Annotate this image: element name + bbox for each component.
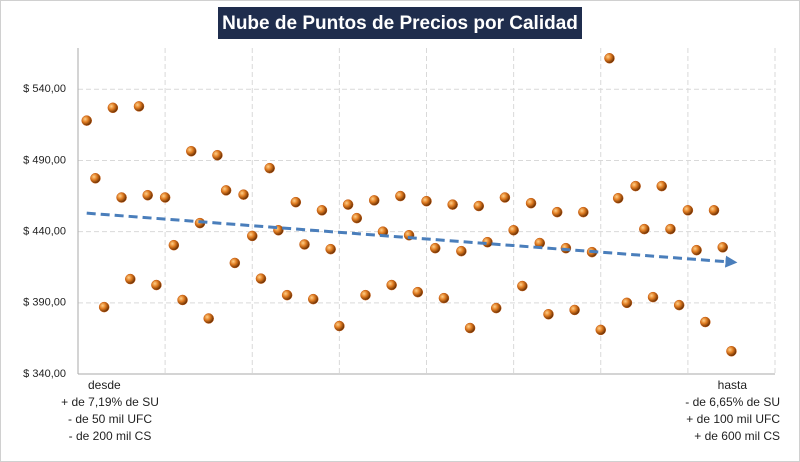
title-box bbox=[218, 7, 582, 39]
point bbox=[290, 196, 302, 208]
point bbox=[726, 345, 737, 357]
point bbox=[612, 192, 624, 204]
point bbox=[578, 206, 589, 218]
point bbox=[682, 205, 694, 216]
point bbox=[595, 324, 606, 336]
trend-line bbox=[86, 211, 738, 268]
y-tick-label: $ 390,00 bbox=[23, 297, 66, 309]
point bbox=[307, 293, 319, 305]
point bbox=[656, 180, 667, 192]
annotation-left: desde bbox=[88, 378, 121, 392]
point bbox=[212, 149, 223, 161]
point bbox=[647, 291, 659, 303]
point bbox=[456, 245, 467, 257]
point bbox=[151, 279, 162, 291]
point bbox=[264, 162, 275, 174]
point bbox=[412, 286, 424, 298]
annotation-left: + de 7,19% de SU bbox=[61, 395, 159, 409]
point bbox=[177, 294, 188, 306]
point bbox=[142, 189, 153, 201]
point bbox=[517, 280, 528, 292]
point bbox=[238, 189, 249, 200]
annotation-right: + de 100 mil UFC bbox=[686, 412, 780, 426]
point bbox=[604, 52, 615, 64]
point bbox=[473, 200, 485, 212]
point bbox=[133, 101, 145, 112]
point bbox=[360, 289, 371, 301]
y-tick-label: $ 490,00 bbox=[23, 154, 66, 166]
point bbox=[551, 206, 563, 218]
y-tick-label: $ 340,00 bbox=[23, 368, 66, 380]
point bbox=[229, 257, 241, 269]
annotation-right: hasta bbox=[718, 378, 748, 392]
point bbox=[281, 289, 293, 301]
point bbox=[90, 173, 101, 184]
y-tick-label: $ 440,00 bbox=[23, 226, 66, 238]
point bbox=[569, 304, 580, 316]
point bbox=[125, 273, 136, 285]
point bbox=[429, 242, 441, 254]
point bbox=[368, 195, 380, 206]
annotation-left: - de 200 mil CS bbox=[69, 429, 152, 443]
point bbox=[220, 185, 232, 196]
point bbox=[107, 102, 119, 114]
point bbox=[247, 230, 258, 242]
point bbox=[386, 279, 397, 291]
point bbox=[81, 115, 92, 126]
point bbox=[351, 212, 363, 224]
point bbox=[708, 205, 720, 216]
point bbox=[168, 239, 180, 251]
point bbox=[299, 239, 310, 250]
point bbox=[499, 192, 511, 203]
point bbox=[639, 223, 650, 235]
point bbox=[673, 299, 685, 311]
point bbox=[98, 301, 110, 313]
point bbox=[342, 199, 354, 210]
annotation-left: - de 50 mil UFC bbox=[68, 412, 152, 426]
point bbox=[717, 242, 728, 253]
annotation-right: - de 6,65% de SU bbox=[685, 395, 780, 409]
point bbox=[159, 192, 171, 203]
point bbox=[630, 180, 641, 192]
point bbox=[700, 316, 711, 328]
point bbox=[116, 192, 127, 203]
point bbox=[508, 224, 519, 236]
point bbox=[316, 205, 328, 216]
point bbox=[203, 313, 214, 324]
y-tick-label: $ 540,00 bbox=[23, 83, 66, 95]
point bbox=[255, 273, 267, 284]
point bbox=[665, 223, 676, 235]
point bbox=[334, 320, 345, 332]
point bbox=[421, 195, 432, 207]
point bbox=[691, 244, 702, 256]
point bbox=[490, 302, 502, 314]
point bbox=[438, 292, 450, 304]
point bbox=[525, 197, 537, 209]
point bbox=[464, 322, 476, 334]
point bbox=[186, 145, 197, 157]
annotation-right: + de 600 mil CS bbox=[694, 429, 780, 443]
point bbox=[621, 297, 633, 309]
point bbox=[325, 243, 336, 255]
chart-title: Nube de Puntos de Precios por Calidad bbox=[222, 13, 578, 34]
point bbox=[395, 190, 406, 202]
point bbox=[543, 308, 554, 320]
point bbox=[447, 199, 458, 210]
